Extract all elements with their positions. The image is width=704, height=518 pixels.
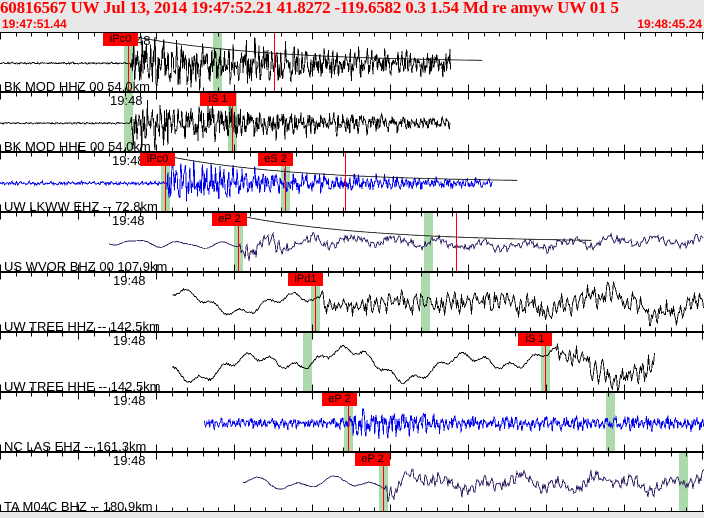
pick-marker-line[interactable] bbox=[232, 93, 233, 151]
pick-label-tag[interactable]: eS 2 bbox=[258, 153, 293, 166]
pick-label-tag[interactable]: iS 1 bbox=[200, 93, 236, 106]
trace-plot-area[interactable]: eP 2 19:48 TA M04C BHZ -- 180.9km bbox=[0, 452, 704, 512]
waveform-trace bbox=[108, 216, 704, 261]
time-axis-ticks bbox=[0, 212, 703, 272]
trace-plot-area[interactable]: iS 1 19:48 UW TREE HHE -- 142.5km bbox=[0, 332, 704, 392]
coda-duration-marker[interactable] bbox=[274, 33, 275, 91]
trace-plot-area[interactable]: iS 1 19:48 BK MOD HHE 00 54.0km bbox=[0, 92, 704, 152]
pick-highlight-band bbox=[124, 93, 133, 151]
pick-marker-line[interactable] bbox=[545, 333, 546, 391]
pick-label-tag[interactable]: iPd1 bbox=[288, 273, 323, 286]
time-axis-ticks bbox=[0, 152, 703, 212]
panel-border-bottom bbox=[0, 271, 704, 272]
waveform-trace bbox=[172, 281, 704, 327]
time-tick-label: 19:48 bbox=[112, 153, 145, 168]
coda-duration-marker[interactable] bbox=[345, 153, 346, 211]
coda-envelope-curve bbox=[245, 216, 592, 241]
window-end-time: 19:48:45.24 bbox=[637, 17, 702, 31]
panel-border-bottom bbox=[0, 331, 704, 332]
panel-border-bottom bbox=[0, 91, 704, 92]
panel-border-bottom bbox=[0, 391, 704, 392]
trace-panel[interactable]: eP 2 19:48 US WVOR BHZ 00 107.9km bbox=[0, 212, 704, 272]
panel-border-top bbox=[0, 272, 704, 273]
time-tick-label: 19:48 bbox=[113, 333, 146, 348]
panel-border-top bbox=[0, 392, 704, 393]
pick-label-tag[interactable]: eP 2 bbox=[212, 213, 247, 226]
trace-plot-area[interactable]: iPd1 19:48 UW TREE HHZ -- 142.5km bbox=[0, 272, 704, 332]
waveform-trace bbox=[242, 468, 704, 503]
pick-marker-line[interactable] bbox=[238, 213, 239, 271]
trace-panel[interactable]: iS 1 19:48 BK MOD HHE 00 54.0km bbox=[0, 92, 704, 152]
pick-marker-line[interactable] bbox=[128, 33, 129, 91]
waveform-trace bbox=[0, 34, 483, 91]
waveform-trace bbox=[0, 99, 451, 151]
channel-label: UW TREE HHZ -- 142.5km bbox=[4, 319, 160, 332]
time-axis-ticks bbox=[0, 452, 703, 512]
pick-label-tag[interactable]: eP 2 bbox=[322, 393, 357, 406]
panel-border-top bbox=[0, 332, 704, 333]
time-tick-label: 19:48 bbox=[113, 393, 146, 408]
panel-border-top bbox=[0, 452, 704, 453]
waveform-trace bbox=[172, 343, 655, 392]
channel-label: NC LAS EHZ -- 161.3km bbox=[4, 439, 147, 452]
trace-panel[interactable]: eP 2 19:48 NC LAS EHZ -- 161.3km bbox=[0, 392, 704, 452]
panel-border-top bbox=[0, 92, 704, 93]
panel-border-bottom bbox=[0, 511, 704, 512]
trace-panel[interactable]: iPc0 eS 2 19:48 UW LKWW EHZ -- 72.8km bbox=[0, 152, 704, 212]
pick-label-tag[interactable]: eP 2 bbox=[355, 453, 390, 466]
pick-marker-line[interactable] bbox=[348, 393, 349, 451]
pick-marker-line[interactable] bbox=[285, 153, 286, 211]
pick-label-tag[interactable]: iS 1 bbox=[518, 333, 552, 346]
pick-highlight-band bbox=[303, 333, 312, 391]
trace-panel[interactable]: eP 2 19:48 TA M04C BHZ -- 180.9km bbox=[0, 452, 704, 512]
pick-marker-line[interactable] bbox=[165, 153, 166, 211]
pick-highlight-band bbox=[424, 213, 433, 271]
trace-panel[interactable]: iPd1 19:48 UW TREE HHZ -- 142.5km bbox=[0, 272, 704, 332]
time-tick-label: 19:48 bbox=[113, 273, 146, 288]
trace-plot-area[interactable]: eP 2 19:48 US WVOR BHZ 00 107.9km bbox=[0, 212, 704, 272]
waveform-trace bbox=[0, 153, 518, 202]
time-axis-ticks bbox=[0, 392, 703, 452]
panel-border-bottom bbox=[0, 211, 704, 212]
panel-border-bottom bbox=[0, 451, 704, 452]
pick-highlight-band bbox=[213, 33, 222, 91]
trace-plot-area[interactable]: iPc0 eS 2 19:48 UW LKWW EHZ -- 72.8km bbox=[0, 152, 704, 212]
channel-label: TA M04C BHZ -- 180.9km bbox=[4, 499, 153, 512]
trace-plot-area[interactable]: eP 2 19:48 NC LAS EHZ -- 161.3km bbox=[0, 392, 704, 452]
pick-highlight-band bbox=[421, 273, 430, 331]
time-tick-label: 19:48 bbox=[110, 93, 143, 108]
pick-highlight-band bbox=[606, 393, 615, 451]
pick-marker-line[interactable] bbox=[315, 273, 316, 331]
channel-label: BK MOD HHE 00 54.0km bbox=[4, 139, 151, 152]
time-tick-label: 19:48 bbox=[112, 213, 145, 228]
panel-border-bottom bbox=[0, 151, 704, 152]
trace-panel[interactable]: iS 1 19:48 UW TREE HHE -- 142.5km bbox=[0, 332, 704, 392]
channel-label: UW TREE HHE -- 142.5km bbox=[4, 379, 161, 392]
coda-duration-marker[interactable] bbox=[456, 213, 457, 271]
event-title: 60816567 UW Jul 13, 2014 19:47:52.21 41.… bbox=[0, 0, 619, 17]
channel-label: US WVOR BHZ 00 107.9km bbox=[4, 259, 168, 272]
panel-border-top bbox=[0, 212, 704, 213]
time-tick-label: 19:48 bbox=[113, 453, 146, 468]
waveform-trace bbox=[203, 407, 704, 440]
panel-border-top bbox=[0, 32, 704, 33]
coda-envelope-curve bbox=[171, 156, 518, 181]
channel-label: UW LKWW EHZ -- 72.8km bbox=[4, 199, 158, 212]
time-axis-ticks bbox=[0, 272, 703, 332]
channel-label: BK MOD HHZ 00 54.0km bbox=[4, 79, 150, 92]
time-axis-ticks bbox=[0, 32, 703, 92]
header-bar: 60816567 UW Jul 13, 2014 19:47:52.21 41.… bbox=[0, 0, 704, 32]
window-start-time: 19:47:51.44 bbox=[2, 17, 67, 31]
pick-label-tag[interactable]: iPc0 bbox=[103, 33, 138, 46]
pick-marker-line[interactable] bbox=[383, 453, 384, 511]
panel-border-top bbox=[0, 152, 704, 153]
pick-label-tag[interactable]: iPc0 bbox=[140, 153, 175, 166]
coda-envelope-curve bbox=[136, 36, 483, 61]
